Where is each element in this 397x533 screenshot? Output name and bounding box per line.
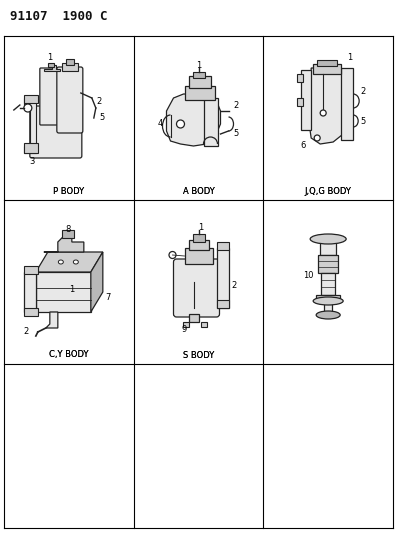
FancyBboxPatch shape: [30, 106, 82, 158]
Polygon shape: [42, 71, 56, 121]
Polygon shape: [309, 68, 347, 144]
Ellipse shape: [310, 234, 346, 244]
FancyBboxPatch shape: [57, 67, 83, 133]
Text: 2: 2: [23, 327, 29, 336]
Text: A BODY: A BODY: [183, 187, 214, 196]
Text: J,Q,G BODY: J,Q,G BODY: [305, 187, 352, 196]
Ellipse shape: [58, 260, 64, 264]
Bar: [193, 234, 204, 242]
Bar: [24, 266, 38, 274]
Polygon shape: [44, 65, 60, 71]
FancyBboxPatch shape: [40, 68, 58, 125]
Bar: [318, 255, 338, 273]
Bar: [313, 64, 341, 74]
Text: 8: 8: [65, 225, 71, 235]
Text: 91107  1900 C: 91107 1900 C: [10, 10, 108, 22]
Bar: [297, 74, 303, 82]
Bar: [193, 72, 204, 78]
Text: 3: 3: [29, 157, 35, 166]
Text: 5: 5: [234, 130, 239, 139]
Text: 1: 1: [196, 61, 201, 70]
Text: 1: 1: [198, 223, 203, 232]
Bar: [200, 322, 206, 327]
Bar: [204, 98, 218, 146]
Polygon shape: [36, 272, 91, 312]
Text: 1: 1: [69, 286, 75, 295]
Polygon shape: [46, 312, 58, 328]
Ellipse shape: [73, 260, 78, 264]
Bar: [66, 59, 74, 65]
Polygon shape: [24, 272, 36, 312]
Text: 9: 9: [182, 326, 187, 335]
Bar: [62, 230, 74, 238]
Bar: [320, 239, 336, 255]
Bar: [316, 295, 340, 301]
Ellipse shape: [314, 135, 320, 141]
Bar: [324, 301, 332, 313]
Polygon shape: [34, 118, 79, 151]
Polygon shape: [44, 236, 84, 252]
Polygon shape: [24, 98, 36, 153]
Bar: [24, 308, 38, 316]
Bar: [301, 70, 311, 130]
Bar: [317, 60, 337, 66]
Bar: [216, 248, 229, 308]
Bar: [24, 143, 38, 153]
Text: 6: 6: [301, 141, 306, 150]
Text: J,Q,G BODY: J,Q,G BODY: [305, 187, 352, 196]
Bar: [189, 314, 198, 322]
Text: 5: 5: [360, 117, 366, 125]
FancyBboxPatch shape: [173, 259, 220, 317]
Bar: [185, 86, 214, 100]
Text: C,Y BODY: C,Y BODY: [49, 351, 89, 359]
Text: 1: 1: [347, 53, 353, 62]
Ellipse shape: [24, 104, 32, 112]
Text: A BODY: A BODY: [183, 187, 214, 196]
Bar: [189, 76, 210, 88]
Text: 4: 4: [158, 119, 163, 128]
Text: C,Y BODY: C,Y BODY: [49, 351, 89, 359]
Text: 2: 2: [232, 280, 237, 289]
Ellipse shape: [177, 120, 185, 128]
Text: 2: 2: [234, 101, 239, 110]
Bar: [216, 242, 229, 250]
Text: P BODY: P BODY: [53, 187, 85, 196]
Ellipse shape: [313, 297, 343, 305]
Bar: [48, 63, 54, 67]
Text: S BODY: S BODY: [183, 351, 214, 359]
Ellipse shape: [169, 252, 176, 259]
Bar: [185, 248, 212, 264]
Bar: [321, 273, 335, 295]
Bar: [62, 63, 78, 71]
Bar: [297, 98, 303, 106]
Text: P BODY: P BODY: [53, 187, 85, 196]
Text: 1: 1: [47, 53, 52, 62]
Ellipse shape: [320, 110, 326, 116]
Polygon shape: [36, 252, 103, 272]
Text: 7: 7: [105, 294, 110, 303]
Bar: [24, 95, 38, 103]
Ellipse shape: [316, 311, 340, 319]
Text: 2: 2: [96, 96, 102, 106]
Polygon shape: [91, 252, 103, 312]
Polygon shape: [166, 94, 220, 146]
Bar: [183, 322, 189, 327]
Text: 5: 5: [99, 114, 104, 123]
Bar: [341, 68, 353, 140]
Text: 10: 10: [303, 271, 313, 279]
Bar: [189, 240, 208, 250]
Bar: [216, 300, 229, 308]
Text: S BODY: S BODY: [183, 351, 214, 359]
Text: 2: 2: [360, 86, 366, 95]
